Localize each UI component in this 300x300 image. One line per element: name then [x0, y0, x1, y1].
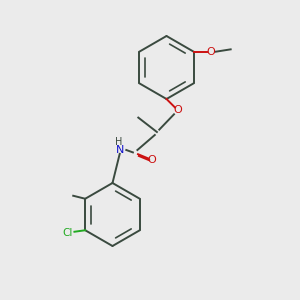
Text: N: N	[116, 145, 124, 155]
Text: O: O	[173, 105, 182, 116]
Text: Cl: Cl	[63, 228, 73, 238]
Text: O: O	[207, 47, 216, 57]
Text: H: H	[115, 136, 122, 147]
Text: O: O	[147, 154, 156, 165]
